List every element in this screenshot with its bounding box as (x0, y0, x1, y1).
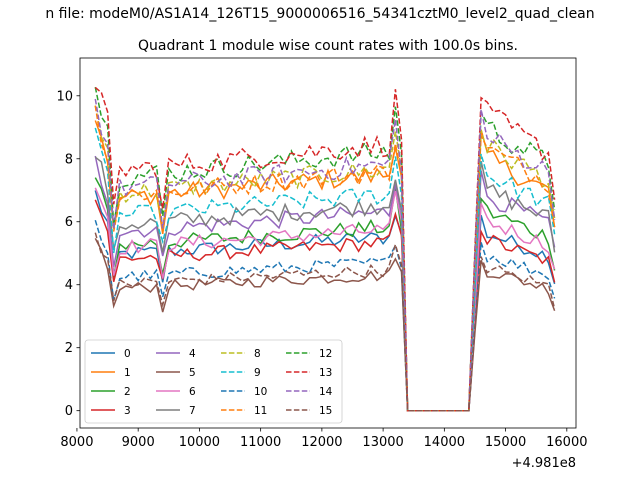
legend-label-9: 9 (254, 367, 261, 379)
chart-title: Quadrant 1 module wise count rates with … (138, 38, 518, 54)
series-9-line (94, 127, 556, 412)
figure-suptitle: n file: modeM0/AS1A14_126T15_9000006516_… (45, 6, 594, 22)
x-tick-label: 10000 (179, 435, 220, 450)
y-tick-label: 8 (65, 152, 73, 167)
series-14-line (94, 98, 556, 412)
legend-label-10: 10 (254, 386, 267, 398)
legend-label-4: 4 (189, 348, 196, 360)
series-15-line (94, 232, 556, 412)
legend-label-0: 0 (124, 348, 131, 360)
series-6-line (94, 187, 556, 412)
x-tick-label: 15000 (485, 435, 526, 450)
x-tick-label: 9000 (122, 435, 155, 450)
y-tick-label: 6 (65, 215, 73, 230)
legend-label-8: 8 (254, 348, 261, 360)
legend-frame (84, 339, 343, 424)
x-tick-label: 11000 (240, 435, 281, 450)
legend-label-11: 11 (254, 405, 267, 417)
y-tick-label: 0 (65, 404, 73, 419)
y-tick-label: 4 (65, 278, 73, 293)
legend-label-2: 2 (124, 386, 131, 398)
legend-label-6: 6 (189, 386, 196, 398)
legend-label-1: 1 (124, 367, 131, 379)
legend-label-3: 3 (124, 405, 131, 417)
x-offset-label: +4.981e8 (512, 456, 576, 471)
series-10-line (94, 219, 556, 412)
y-tick-label: 2 (65, 341, 73, 356)
series-3-line (94, 199, 556, 412)
legend-label-12: 12 (319, 348, 332, 360)
plot-area: 8000 9000 10000 11000 12000 13000 14000 15000 16… (56, 57, 587, 450)
legend-label-14: 14 (319, 386, 333, 398)
x-tick-label: 14000 (424, 435, 465, 450)
y-tick-label: 10 (56, 89, 73, 104)
legend-label-15: 15 (319, 405, 332, 417)
x-tick-label: 8000 (60, 435, 93, 450)
series-8-line (94, 105, 556, 412)
legend-label-5: 5 (189, 367, 196, 379)
legend-label-13: 13 (319, 367, 332, 379)
x-tick-label: 16000 (546, 435, 587, 450)
plot-frame (79, 57, 577, 429)
series-13-line (94, 86, 556, 412)
legend-label-7: 7 (189, 405, 196, 417)
x-tick-label: 13000 (362, 435, 403, 450)
x-tick-label: 12000 (301, 435, 342, 450)
